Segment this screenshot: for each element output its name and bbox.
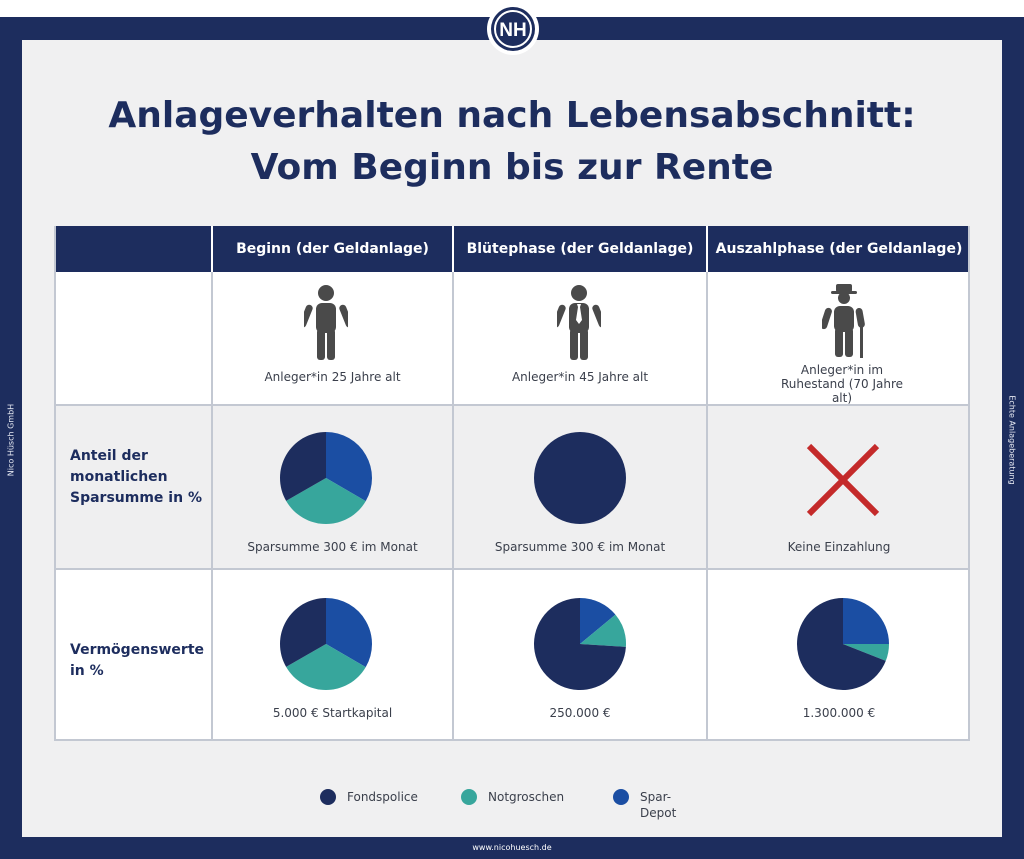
footer-url[interactable]: www.nicohuesch.de (472, 843, 552, 852)
assets-caption-auszahlphase: 1.300.000 € (802, 706, 876, 720)
savings-caption-beginn: Sparsumme 300 € im Monat (247, 540, 418, 554)
person-caption-beginn: Anleger*in 25 Jahre alt (264, 370, 401, 384)
pie-slice-fondspolice (534, 432, 626, 524)
side-company-name: Nico Hüsch GmbH (6, 403, 16, 477)
adult-person-icon (557, 285, 601, 360)
row-persons (54, 272, 970, 404)
savings-caption-auszahlphase: Keine Einzahlung (787, 540, 891, 554)
legend-label-fondspolice: Fondspolice (347, 790, 418, 804)
person-caption-auszahlphase: Anleger*in im Ruhestand (70 Jahre alt) (780, 363, 904, 405)
legend-label-notgroschen: Notgroschen (488, 790, 565, 804)
divider (211, 226, 213, 272)
divider (706, 226, 708, 741)
header-auszahlphase: Auszahlphase (der Geldanlage) (708, 226, 970, 272)
divider (54, 404, 970, 406)
title-line-2: Vom Beginn bis zur Rente (250, 147, 774, 188)
row-savings (54, 406, 970, 568)
pie-assets-auszahlphase (797, 598, 889, 690)
row-label-savings: Anteil der monatlichen Sparsumme in % (70, 448, 202, 506)
header-empty-cell (54, 226, 211, 272)
legend-swatch-spar-depot (613, 789, 629, 805)
divider (452, 226, 454, 741)
pie-slice-spar-depot (326, 432, 372, 502)
pie-assets-bluetephase (534, 598, 626, 690)
title-line-1: Anlageverhalten nach Lebensabschnitt: (108, 95, 916, 136)
header-beginn: Beginn (der Geldanlage) (213, 226, 452, 272)
pie-savings-beginn (280, 432, 372, 524)
pie-assets-beginn (280, 598, 372, 690)
elderly-person-icon (822, 284, 865, 358)
side-tagline: Echte Anlageberatung (1007, 395, 1017, 485)
pie-slice-fondspolice (280, 432, 326, 501)
comparison-table: Beginn (der Geldanlage) Blütephase (der … (54, 226, 970, 741)
row-label-assets: Vermögenswerte in % (70, 642, 205, 679)
pie-slice-fondspolice (280, 598, 326, 667)
pie-slice-spar-depot (843, 598, 889, 644)
legend-swatch-notgroschen (461, 789, 477, 805)
pie-slice-notgroschen (286, 478, 366, 524)
young-person-icon (304, 285, 348, 360)
pie-savings-bluetephase (534, 432, 626, 524)
pie-slice-spar-depot (580, 598, 616, 644)
divider (452, 226, 454, 272)
page-title: Anlageverhalten nach Lebensabschnitt: Vo… (22, 90, 1002, 194)
pie-slice-notgroschen (286, 644, 366, 690)
legend-label-spar-depot: Spar-Depot (640, 790, 677, 820)
no-payment-cross-icon (806, 443, 880, 517)
legend-swatch-fondspolice (320, 789, 336, 805)
person-caption-bluetephase: Anleger*in 45 Jahre alt (511, 370, 649, 384)
pie-slice-notgroschen (580, 614, 626, 647)
divider (54, 568, 970, 570)
pie-slice-fondspolice (797, 598, 886, 690)
pie-slice-notgroschen (843, 644, 889, 661)
divider (211, 226, 213, 741)
assets-caption-beginn: 5.000 € Startkapital (272, 706, 393, 720)
pie-slice-spar-depot (326, 598, 372, 668)
assets-caption-bluetephase: 250.000 € (549, 706, 611, 720)
logo: NH (486, 2, 540, 56)
logo-letters: NH (499, 20, 526, 41)
savings-caption-bluetephase: Sparsumme 300 € im Monat (494, 540, 666, 554)
divider (706, 226, 708, 272)
pie-slice-fondspolice (534, 598, 626, 690)
header-bluetephase: Blütephase (der Geldanlage) (454, 226, 706, 272)
